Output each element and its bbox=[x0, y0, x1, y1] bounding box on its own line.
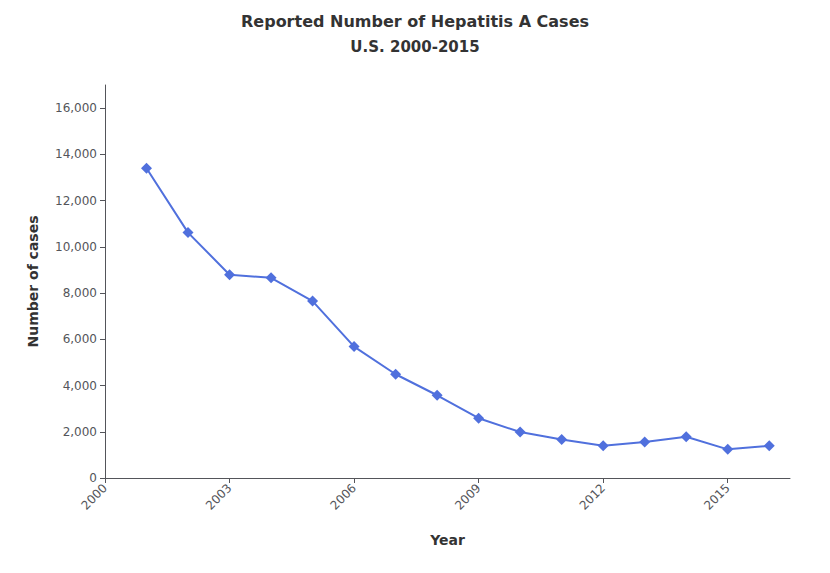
svg-text:16,000: 16,000 bbox=[55, 101, 97, 115]
svg-text:12,000: 12,000 bbox=[55, 194, 97, 208]
svg-text:10,000: 10,000 bbox=[55, 240, 97, 254]
svg-text:2012: 2012 bbox=[577, 481, 608, 512]
svg-text:4,000: 4,000 bbox=[63, 379, 97, 393]
svg-text:2,000: 2,000 bbox=[63, 425, 97, 439]
svg-text:Reported Number of Hepatitis A: Reported Number of Hepatitis A Cases bbox=[241, 12, 589, 31]
svg-text:2009: 2009 bbox=[452, 481, 483, 512]
svg-text:6,000: 6,000 bbox=[63, 332, 97, 346]
svg-text:2003: 2003 bbox=[203, 481, 234, 512]
svg-text:2006: 2006 bbox=[328, 481, 359, 512]
svg-text:Number of cases: Number of cases bbox=[25, 215, 41, 347]
svg-text:8,000: 8,000 bbox=[63, 286, 97, 300]
svg-text:2015: 2015 bbox=[701, 481, 732, 512]
svg-text:2000: 2000 bbox=[78, 481, 109, 512]
svg-text:Year: Year bbox=[429, 532, 465, 548]
svg-text:0: 0 bbox=[89, 471, 97, 485]
svg-text:14,000: 14,000 bbox=[55, 147, 97, 161]
svg-text:U.S. 2000-2015: U.S. 2000-2015 bbox=[350, 38, 479, 56]
